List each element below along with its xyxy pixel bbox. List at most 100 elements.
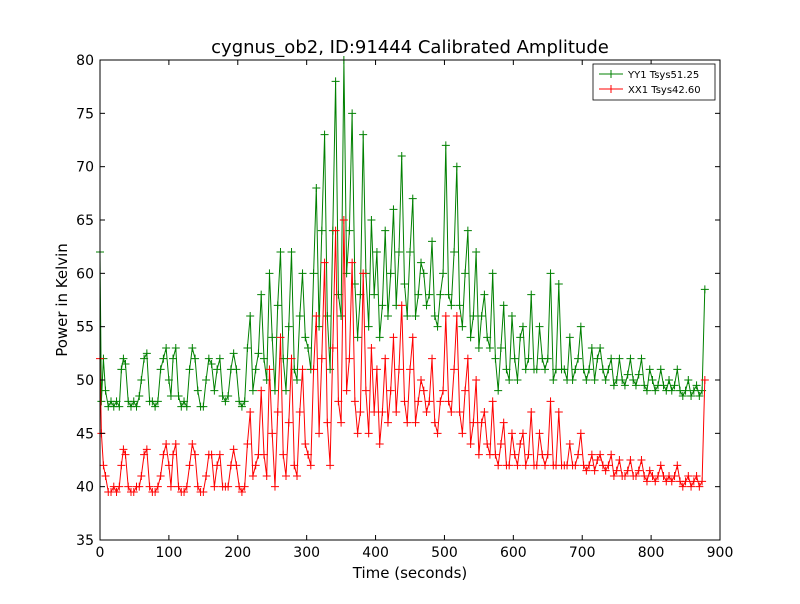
data-point [348, 109, 357, 118]
data-point [389, 205, 398, 214]
data-point [215, 354, 224, 363]
data-point [180, 488, 189, 496]
data-point [469, 418, 478, 427]
data-point [596, 450, 605, 459]
data-point [221, 397, 230, 406]
data-point [629, 376, 638, 384]
data-point [317, 226, 326, 235]
data-point [678, 482, 687, 491]
data-point [406, 248, 414, 256]
data-point [304, 344, 313, 352]
data-point [301, 440, 310, 448]
data-point [112, 488, 121, 496]
data-point [257, 386, 266, 395]
plot-area [100, 60, 720, 540]
data-point [560, 365, 569, 374]
data-point [612, 466, 621, 475]
data-point [648, 376, 657, 384]
data-point [634, 370, 643, 379]
data-point [419, 386, 428, 395]
data-point [480, 408, 489, 416]
data-point [587, 344, 596, 352]
data-point [210, 482, 219, 491]
data-point [698, 477, 707, 486]
data-point [692, 381, 701, 390]
series-yy1 [96, 56, 709, 411]
data-point [312, 312, 321, 320]
data-point [381, 226, 390, 235]
data-point [695, 392, 704, 400]
data-point [301, 333, 310, 342]
data-point [441, 312, 450, 320]
data-point [397, 152, 406, 160]
data-point [342, 386, 351, 395]
data-point [169, 354, 178, 363]
data-point [119, 354, 128, 363]
data-point [408, 194, 417, 203]
data-point [137, 472, 146, 480]
data-point [684, 376, 693, 384]
data-point [397, 301, 406, 310]
data-point [406, 365, 414, 374]
data-point [282, 386, 290, 395]
data-point [265, 269, 274, 278]
data-point [571, 365, 580, 374]
data-point [466, 333, 475, 342]
data-point [414, 397, 423, 406]
data-point [684, 472, 693, 480]
data-point [317, 354, 326, 363]
data-point [169, 450, 178, 459]
data-point [620, 472, 629, 480]
data-point [182, 482, 191, 491]
data-point [290, 461, 299, 470]
data-point [207, 450, 216, 459]
data-point [532, 461, 541, 470]
data-point [631, 381, 640, 390]
data-point [513, 461, 522, 470]
data-point [257, 290, 266, 299]
data-point [681, 386, 690, 395]
data-point [609, 381, 618, 390]
data-point [667, 477, 676, 486]
data-point [472, 376, 481, 384]
data-point [199, 402, 208, 411]
legend-box [592, 63, 716, 101]
data-point [554, 280, 563, 288]
data-point [587, 450, 596, 459]
data-point [151, 488, 160, 496]
data-point [411, 418, 420, 427]
data-point [494, 461, 503, 470]
data-point [276, 333, 285, 342]
y-tick-label: 50 [76, 373, 94, 389]
data-point [417, 376, 426, 384]
legend-label: XX1 Tsys42.60 [628, 85, 701, 96]
data-point [202, 376, 211, 384]
data-point [430, 418, 439, 427]
data-point [565, 333, 574, 342]
data-point [215, 450, 224, 459]
data-point [232, 365, 241, 374]
data-point [348, 258, 357, 267]
data-point [642, 477, 651, 486]
data-point [259, 450, 268, 459]
data-point [166, 392, 175, 400]
data-point [452, 312, 461, 320]
data-point [422, 301, 431, 310]
data-point [293, 472, 302, 480]
data-point [450, 248, 459, 256]
data-point [101, 386, 110, 395]
data-point [527, 290, 536, 299]
data-point [615, 354, 624, 363]
data-point [425, 290, 434, 299]
data-point [436, 397, 445, 406]
series-layer [96, 56, 709, 496]
data-point [645, 365, 654, 374]
data-point [651, 386, 660, 395]
data-point [499, 418, 508, 427]
data-point [326, 461, 335, 470]
data-point [631, 472, 640, 480]
y-tick-label: 35 [76, 533, 94, 549]
data-point [433, 429, 442, 438]
data-point [345, 354, 354, 363]
data-point [240, 397, 249, 406]
